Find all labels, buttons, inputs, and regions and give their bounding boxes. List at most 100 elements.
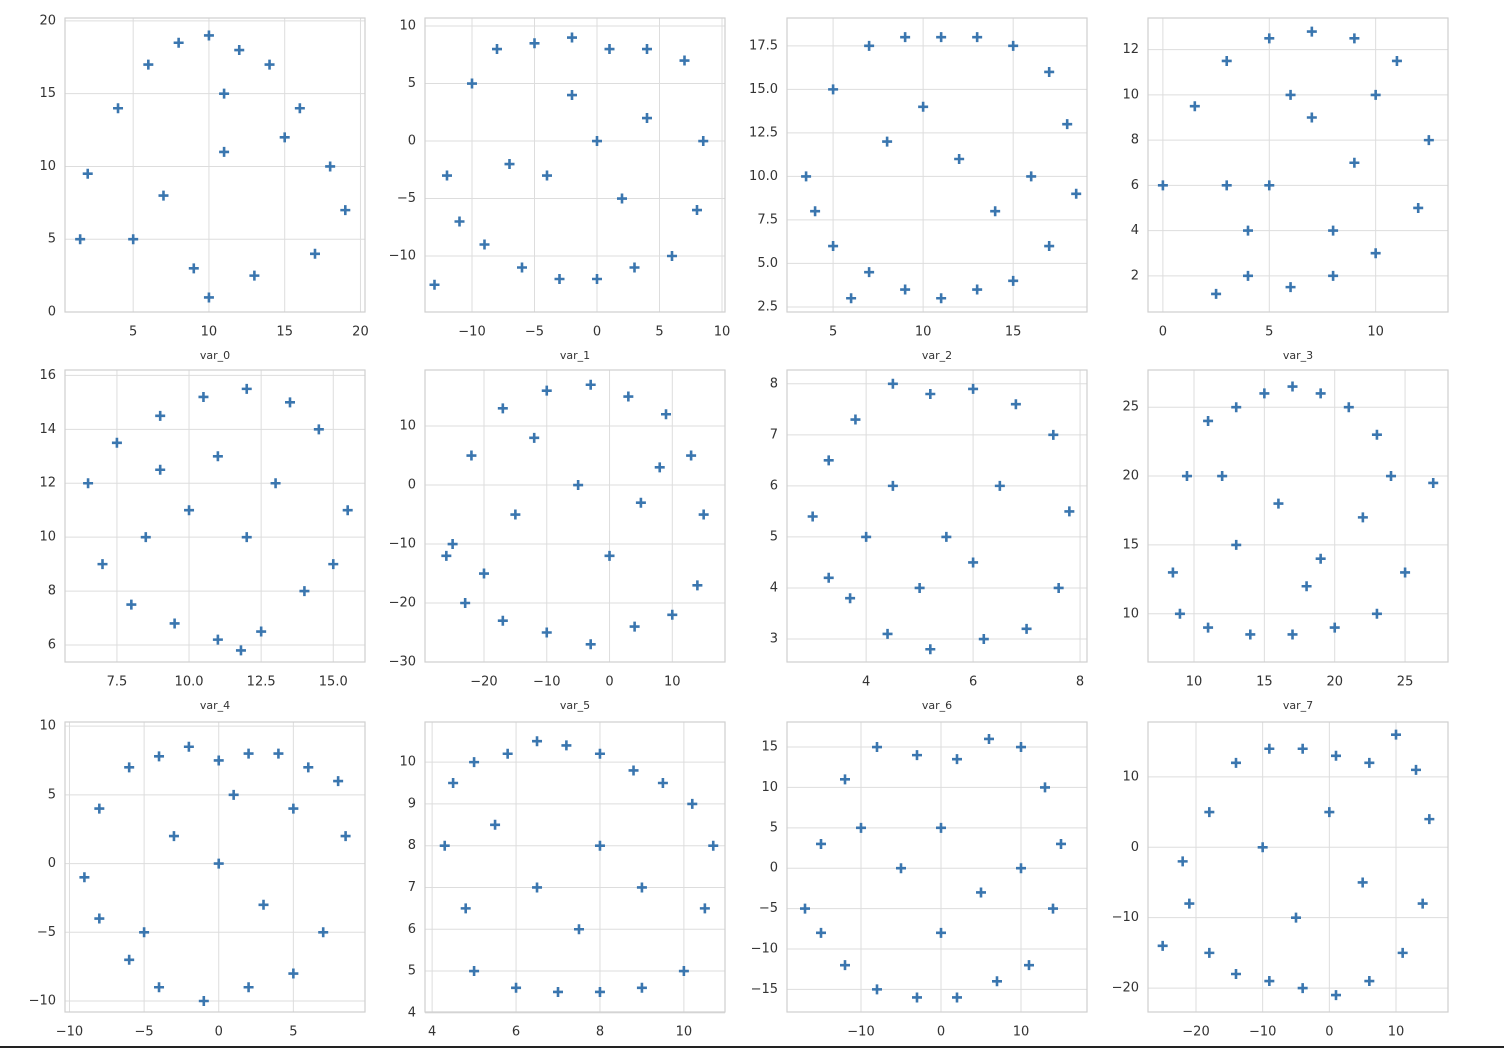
scatter-point [678, 966, 689, 977]
scatter-point [925, 644, 936, 655]
y-tick-label: 15 [39, 86, 56, 101]
scatter-point [1264, 976, 1275, 987]
x-tick-label: 4 [862, 675, 870, 690]
y-tick-label: 3 [770, 632, 778, 647]
y-tick-label: −10 [29, 994, 56, 1009]
x-tick-label: −5 [135, 1025, 154, 1040]
scatter-point [288, 803, 299, 814]
scatter-point [1157, 940, 1168, 951]
y-tick-label: −20 [389, 596, 416, 611]
scatter-point [198, 996, 209, 1006]
scatter-point [79, 872, 90, 883]
scatter-point [155, 464, 166, 475]
scatter-point [1301, 581, 1312, 592]
scatter-point [840, 774, 850, 785]
axes-frame [786, 17, 1088, 313]
scatter-point [139, 927, 150, 938]
scatter-point [1245, 629, 1256, 640]
x-tick-label: 10 [1388, 1025, 1405, 1040]
scatter-point [952, 992, 962, 1003]
scatter-point [497, 615, 508, 626]
scatter-point [168, 831, 179, 842]
scatter-point [604, 550, 615, 561]
scatter-point [460, 598, 471, 609]
subplot: 10 15 20 25 10 15 20 25 var_7 [1122, 369, 1449, 712]
subplot: 4 6 8 3 4 5 6 7 8 var_6 [770, 369, 1088, 712]
plot-area [425, 722, 725, 1012]
scatter-point [212, 634, 223, 645]
scatter-point [900, 32, 911, 43]
scatter-point [219, 146, 230, 157]
y-tick-label: 6 [1131, 178, 1139, 193]
scatter-point [661, 409, 672, 420]
y-tick-label: −5 [397, 191, 416, 206]
y-tick-label: 10 [399, 19, 416, 34]
scatter-point [679, 55, 690, 66]
scatter-point [1428, 477, 1439, 488]
scatter-point [303, 762, 314, 773]
y-tick-label: 10 [761, 780, 778, 795]
scatter-point [882, 628, 893, 639]
scatter-point [1044, 66, 1055, 77]
y-tick-label: 5 [48, 787, 56, 802]
x-tick-label: 25 [1397, 675, 1414, 690]
scatter-point [1056, 838, 1066, 849]
scatter-point [478, 568, 489, 579]
scatter-point [1291, 912, 1301, 923]
scatter-point [941, 531, 952, 542]
plot-area [65, 370, 365, 662]
scatter-point [448, 778, 459, 789]
scatter-point [532, 882, 543, 893]
scatter-point [241, 383, 252, 394]
scatter-point [872, 984, 882, 995]
scatter-point [466, 450, 477, 461]
scatter-point [1297, 983, 1308, 994]
scatter-point [801, 171, 812, 182]
scatter-point [1349, 33, 1360, 44]
scatter-point [340, 831, 351, 842]
scatter-point [1167, 567, 1178, 578]
scatter-point [1391, 729, 1401, 740]
y-tick-label: 5.0 [757, 256, 778, 271]
scatter-point [124, 762, 135, 773]
scatter-point [441, 550, 452, 561]
y-tick-label: 7 [770, 427, 778, 442]
y-tick-label: 9 [408, 796, 416, 811]
scatter-point [203, 292, 214, 303]
scatter-point [636, 982, 647, 993]
x-tick-label: 20 [352, 325, 369, 340]
scatter-point [654, 462, 665, 473]
scatter-point [299, 586, 310, 597]
scatter-point [155, 410, 166, 421]
x-tick-label: 8 [596, 1025, 604, 1040]
y-tick-label: 7 [408, 880, 416, 895]
scatter-point [1026, 171, 1037, 182]
x-axis-label: var_0 [200, 349, 230, 362]
scatter-point [1349, 157, 1360, 168]
scatter-point [469, 757, 480, 768]
axes-frame [1147, 721, 1449, 1013]
scatter-point [1331, 750, 1341, 761]
y-tick-label: 6 [770, 478, 778, 493]
scatter-point [126, 599, 137, 610]
scatter-point [984, 733, 994, 744]
scatter-point [511, 982, 522, 993]
subplot: 0 5 10 2 4 6 8 10 12 var_3 [1122, 17, 1449, 362]
scatter-point [594, 840, 605, 851]
scatter-point [328, 559, 339, 570]
y-tick-label: 12 [39, 476, 56, 491]
x-tick-label: 20 [1326, 675, 1343, 690]
scatter-point [1257, 842, 1268, 853]
y-tick-label: 8 [1131, 133, 1139, 148]
scatter-point [900, 284, 911, 295]
scatter-point [936, 822, 946, 833]
scatter-point [1364, 757, 1375, 768]
scatter-point [896, 863, 906, 874]
y-tick-label: 10 [1122, 606, 1139, 621]
scatter-point [1181, 471, 1192, 482]
scatter-point [573, 924, 584, 935]
x-axis-label: var_7 [1283, 699, 1313, 712]
axes-frame [64, 17, 366, 313]
scatter-point [256, 626, 267, 637]
scatter-point [954, 153, 965, 164]
